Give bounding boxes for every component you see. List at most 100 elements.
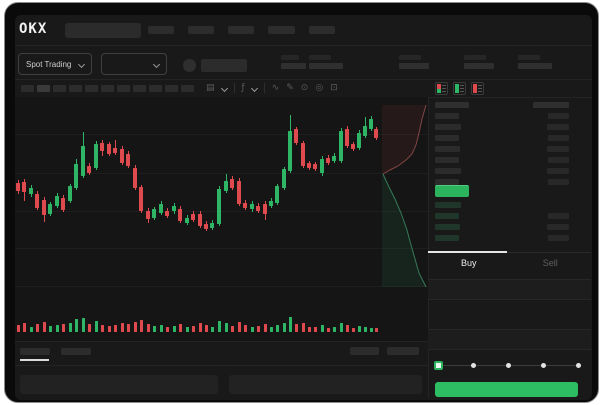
candle-body [81, 146, 85, 176]
icon-line [442, 88, 446, 89]
bottom-action-button[interactable] [350, 347, 379, 355]
tab-buy[interactable]: Buy [460, 257, 477, 268]
candle-body [339, 131, 343, 161]
last-price-bar[interactable] [435, 185, 469, 197]
orderbook-buy-view-icon[interactable] [453, 82, 466, 95]
slider-handle[interactable] [434, 361, 443, 370]
candle-body [74, 164, 78, 188]
volume-bar [82, 318, 85, 332]
orderbook-sell-view-icon[interactable] [471, 82, 484, 95]
icon-color-column [473, 84, 477, 93]
tool-icon[interactable]: ⊡ [330, 83, 338, 93]
gridline [15, 211, 428, 212]
candle-body [22, 182, 26, 192]
amount-input[interactable] [428, 329, 591, 350]
timeframe-button[interactable] [21, 85, 34, 92]
icon-line [442, 85, 446, 86]
slider-stop[interactable] [541, 363, 546, 368]
timeframe-button[interactable] [165, 85, 178, 92]
timeframe-button[interactable] [149, 85, 162, 92]
gridline [15, 286, 428, 287]
icon-lines [478, 84, 482, 93]
ticker-stat [281, 55, 306, 69]
tool-icon[interactable]: ∿ [271, 83, 280, 93]
bid-amount-bar [547, 224, 569, 230]
nav-item[interactable] [309, 26, 335, 34]
bottom-panel[interactable] [229, 375, 422, 394]
stat-value-placeholder [281, 63, 306, 69]
nav-item[interactable] [228, 26, 254, 34]
nav-item[interactable] [148, 26, 174, 34]
candle-body [152, 209, 156, 218]
timeframe-button[interactable] [69, 85, 82, 92]
ask-price-bar [435, 135, 459, 141]
timeframe-button[interactable] [117, 85, 130, 92]
candle-body [224, 181, 228, 191]
slider-stop[interactable] [506, 363, 511, 368]
timeframe-button[interactable] [101, 85, 114, 92]
depth-chart [382, 104, 427, 288]
timeframe-button[interactable] [133, 85, 146, 92]
nav-item[interactable] [268, 26, 295, 34]
ask-price-bar [435, 113, 459, 119]
bid-price-bar [435, 235, 459, 241]
volume-bar [192, 326, 195, 332]
tool-icon[interactable]: ✎ [286, 83, 294, 93]
volume-bar [43, 322, 46, 332]
candle-body [126, 154, 130, 166]
candle-body [61, 198, 65, 210]
orderbook-both-view-icon[interactable] [435, 82, 448, 95]
timeframe-button[interactable] [181, 85, 194, 92]
volume-bar [108, 326, 111, 332]
candle-body [275, 186, 279, 203]
volume-bar [370, 328, 373, 332]
market-type-dropdown[interactable]: Spot Trading [18, 53, 92, 75]
nav-item[interactable] [188, 26, 214, 34]
candle-body [185, 218, 189, 223]
price-input[interactable] [428, 279, 591, 300]
bottom-tab[interactable] [20, 348, 50, 355]
volume-bar [302, 323, 305, 332]
icon-bottom-half [437, 88, 441, 93]
candle-body [100, 143, 104, 151]
chevron-down-icon[interactable] [220, 84, 228, 92]
icon-line [442, 91, 446, 92]
app-surface: OKX Spot Trading ▤ ƒ ∿ ✎ ⊙ ◎ ⊡ [15, 15, 592, 400]
icon-line [478, 85, 482, 86]
toolbar-separator [263, 83, 265, 93]
tool-icon[interactable]: ƒ [241, 83, 245, 93]
amount-slider[interactable] [434, 361, 581, 370]
ask-price-bar [435, 179, 459, 185]
tool-icon[interactable]: ⊙ [300, 83, 309, 93]
timeframe-button[interactable] [53, 85, 66, 92]
buy-button[interactable] [435, 382, 578, 397]
candle-body [210, 223, 214, 228]
tab-sell[interactable]: Sell [542, 257, 558, 268]
chevron-down-icon[interactable] [250, 84, 258, 92]
timeframe-button[interactable] [85, 85, 98, 92]
candle-body [288, 131, 292, 171]
volume-bar [30, 327, 33, 332]
volume-bar [153, 326, 156, 332]
okx-logo[interactable]: OKX [19, 21, 48, 37]
ask-amount-bar [547, 146, 569, 152]
volume-bar [295, 324, 298, 332]
search-input[interactable] [65, 23, 141, 38]
icon-top-half [455, 84, 459, 89]
candle-body [230, 179, 234, 188]
bottom-action-button[interactable] [387, 347, 419, 355]
pair-dropdown[interactable] [101, 53, 167, 75]
candle-body [282, 169, 286, 188]
tool-icon[interactable]: ◎ [315, 83, 324, 93]
bottom-panel[interactable] [20, 375, 218, 394]
slider-stop[interactable] [471, 363, 476, 368]
timeframe-button[interactable] [37, 85, 50, 92]
bottom-tab[interactable] [61, 348, 91, 355]
tool-icon[interactable]: ▤ [206, 83, 215, 93]
panel-divider [428, 97, 429, 398]
stat-label-placeholder [518, 55, 540, 60]
candle-body [217, 189, 221, 224]
candle-body [48, 204, 52, 214]
slider-stop[interactable] [576, 363, 581, 368]
volume-bar [264, 324, 267, 332]
